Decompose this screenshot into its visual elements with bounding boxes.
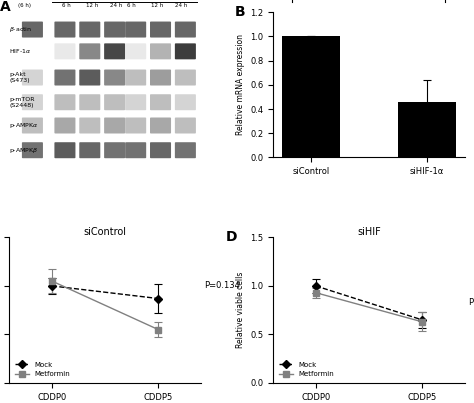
Bar (282, 36, 340, 158)
Text: B: B (235, 5, 246, 19)
FancyBboxPatch shape (175, 94, 196, 110)
Text: (6 h): (6 h) (18, 3, 31, 8)
FancyBboxPatch shape (150, 21, 171, 37)
FancyBboxPatch shape (79, 118, 100, 133)
Text: P=0.134: P=0.134 (204, 281, 240, 290)
FancyBboxPatch shape (55, 142, 75, 158)
FancyBboxPatch shape (55, 21, 75, 37)
FancyBboxPatch shape (55, 118, 75, 133)
FancyBboxPatch shape (104, 70, 125, 85)
FancyBboxPatch shape (175, 142, 196, 158)
Y-axis label: Relative mRNA expression: Relative mRNA expression (236, 34, 245, 135)
FancyBboxPatch shape (104, 21, 125, 37)
Text: p-AMPK$\alpha$: p-AMPK$\alpha$ (9, 121, 39, 130)
Text: P=0.585: P=0.585 (468, 298, 474, 307)
Legend: Mock, Metformin: Mock, Metformin (13, 360, 73, 379)
Text: 12 h: 12 h (86, 3, 98, 8)
FancyBboxPatch shape (150, 70, 171, 85)
Text: 6 h: 6 h (63, 3, 71, 8)
FancyBboxPatch shape (79, 44, 100, 59)
Text: 24 h: 24 h (175, 3, 188, 8)
FancyBboxPatch shape (22, 70, 43, 85)
FancyBboxPatch shape (175, 70, 196, 85)
FancyBboxPatch shape (22, 118, 43, 133)
FancyBboxPatch shape (125, 70, 146, 85)
FancyBboxPatch shape (125, 21, 146, 37)
FancyBboxPatch shape (79, 142, 100, 158)
FancyBboxPatch shape (22, 94, 43, 110)
Text: 24 h: 24 h (110, 3, 123, 8)
FancyBboxPatch shape (55, 94, 75, 110)
FancyBboxPatch shape (55, 44, 75, 59)
Text: p-Akt
(S473): p-Akt (S473) (9, 72, 30, 83)
Legend: Mock, Metformin: Mock, Metformin (277, 360, 336, 379)
Text: HIF-1$\alpha$: HIF-1$\alpha$ (9, 47, 32, 55)
FancyBboxPatch shape (79, 70, 100, 85)
FancyBboxPatch shape (175, 44, 196, 59)
Text: A: A (0, 0, 11, 15)
Text: D: D (226, 230, 237, 244)
FancyBboxPatch shape (22, 142, 43, 158)
Text: 12 h: 12 h (151, 3, 163, 8)
Text: p-AMPK$\beta$: p-AMPK$\beta$ (9, 146, 39, 155)
FancyBboxPatch shape (104, 44, 125, 59)
FancyBboxPatch shape (79, 21, 100, 37)
Y-axis label: Relative viable cells: Relative viable cells (236, 272, 245, 348)
FancyBboxPatch shape (150, 94, 171, 110)
FancyBboxPatch shape (150, 118, 171, 133)
FancyBboxPatch shape (22, 21, 43, 37)
FancyBboxPatch shape (104, 142, 125, 158)
FancyBboxPatch shape (125, 142, 146, 158)
Title: siControl: siControl (83, 226, 127, 237)
FancyBboxPatch shape (125, 44, 146, 59)
FancyBboxPatch shape (125, 118, 146, 133)
Text: $\beta$-actin: $\beta$-actin (9, 25, 33, 34)
FancyBboxPatch shape (55, 70, 75, 85)
FancyBboxPatch shape (104, 118, 125, 133)
Bar (398, 102, 456, 158)
Text: 6 h: 6 h (128, 3, 136, 8)
Text: p-mTOR
(S2448): p-mTOR (S2448) (9, 97, 35, 108)
FancyBboxPatch shape (104, 94, 125, 110)
FancyBboxPatch shape (175, 118, 196, 133)
Title: siHIF: siHIF (357, 226, 381, 237)
FancyBboxPatch shape (150, 142, 171, 158)
FancyBboxPatch shape (79, 94, 100, 110)
FancyBboxPatch shape (125, 94, 146, 110)
FancyBboxPatch shape (150, 44, 171, 59)
FancyBboxPatch shape (175, 21, 196, 37)
